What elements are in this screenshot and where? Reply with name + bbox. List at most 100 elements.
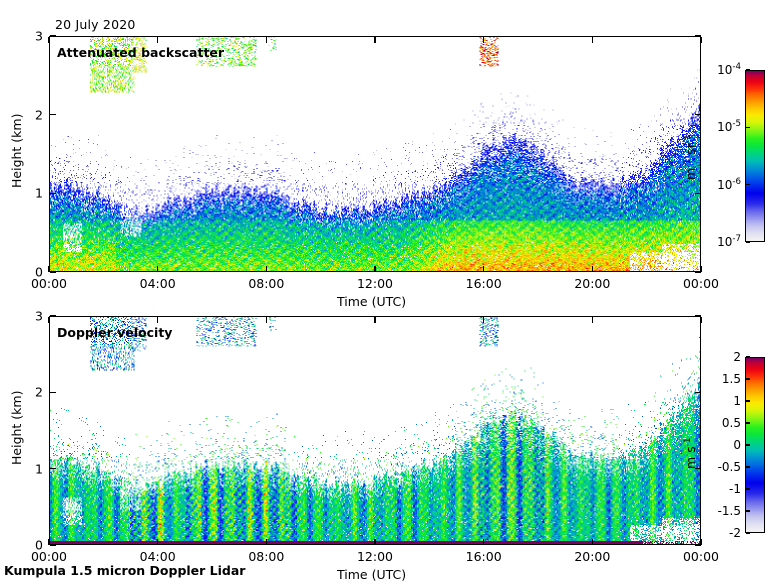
xticklabel-1-3: 12:00: [356, 549, 394, 564]
cbticklabel-1-0: 10-4: [717, 62, 741, 77]
xticklabel-0-5: 20:00: [574, 276, 611, 291]
xtick-top-0-6: [700, 36, 702, 43]
yticklabel-0-1: 1: [35, 185, 43, 201]
attenuated-backscatter-image: [50, 37, 700, 271]
xticklabel-1-6: 00:00: [682, 549, 720, 564]
ytick-right-1-3: [694, 315, 701, 317]
xtick-top-0-0: [48, 36, 50, 43]
backscatter-colorbar-label: m-1 sr-1: [682, 134, 698, 180]
doppler-velocity-ylabel: Height (km): [9, 390, 24, 465]
xticklabel-1-2: 08:00: [248, 549, 285, 564]
xticklabel-1-1: 04:00: [139, 549, 176, 564]
xtick-0-4: [483, 265, 485, 272]
cbticklabel-2-6: -1: [729, 482, 741, 496]
xtick-0-2: [265, 265, 267, 272]
ytick-right-1-0: [694, 544, 701, 546]
xticklabel-0-6: 00:00: [682, 276, 720, 291]
velocity-colorbar: [745, 357, 765, 533]
ytick-0-1: [49, 192, 56, 194]
xticklabel-1-4: 16:00: [465, 549, 502, 564]
cbticklabel-2-4: 0: [733, 438, 741, 452]
ytick-0-0: [49, 271, 56, 273]
xtick-top-1-6: [700, 316, 702, 323]
yticklabel-1-0: 0: [35, 537, 43, 553]
xticklabel-0-4: 16:00: [465, 276, 502, 291]
xtick-1-6: [700, 538, 702, 545]
yticklabel-0-2: 2: [35, 107, 43, 123]
cbtick-2-5: [746, 466, 751, 468]
xtick-top-0-2: [265, 36, 267, 43]
cbticklabel-2-1: 1.5: [721, 372, 741, 386]
yticklabel-0-3: 3: [35, 28, 43, 44]
xtick-1-4: [483, 538, 485, 545]
xtick-0-3: [374, 265, 376, 272]
cbticklabel-2-0: 2: [733, 350, 741, 364]
ytick-right-1-1: [694, 468, 701, 470]
cbtick-2-0: [746, 356, 751, 358]
xticklabel-1-0: 00:00: [30, 549, 68, 564]
xtick-top-0-5: [591, 36, 593, 43]
doppler-velocity-image: [50, 317, 700, 544]
cbtick-1-1: [746, 126, 751, 128]
xtick-0-1: [157, 265, 159, 272]
xtick-top-1-0: [48, 316, 50, 323]
ytick-1-3: [49, 315, 56, 317]
xtick-top-0-4: [483, 36, 485, 43]
xticklabel-0-3: 12:00: [356, 276, 394, 291]
xticklabel-0-1: 04:00: [139, 276, 176, 291]
figure-date-title: 20 July 2020: [55, 17, 136, 32]
xtick-top-1-1: [157, 316, 159, 323]
xtick-top-1-4: [483, 316, 485, 323]
ytick-right-0-2: [694, 114, 701, 116]
xticklabel-0-0: 00:00: [30, 276, 68, 291]
ytick-0-3: [49, 35, 56, 37]
xtick-1-1: [157, 538, 159, 545]
ytick-right-1-2: [694, 391, 701, 393]
attenuated-backscatter-label: Attenuated backscatter: [57, 45, 225, 60]
yticklabel-1-2: 2: [35, 384, 43, 400]
velocity-colorbar-label: m s-1: [682, 437, 698, 469]
xtick-0-5: [591, 265, 593, 272]
xticklabel-1-5: 20:00: [574, 549, 611, 564]
ytick-1-2: [49, 391, 56, 393]
attenuated-backscatter-xlabel: Time (UTC): [337, 294, 407, 309]
cbticklabel-1-3: 10-7: [717, 234, 741, 249]
xtick-1-3: [374, 538, 376, 545]
cbtick-1-0: [746, 69, 751, 71]
cbtick-2-3: [746, 422, 751, 424]
cbtick-2-4: [746, 444, 751, 446]
cbtick-2-6: [746, 488, 751, 490]
xticklabel-0-2: 08:00: [248, 276, 285, 291]
cbticklabel-2-3: 0.5: [721, 416, 741, 430]
cbtick-1-3: [746, 241, 751, 243]
ytick-right-0-3: [694, 35, 701, 37]
cbticklabel-1-1: 10-5: [717, 119, 741, 135]
doppler-velocity-label: Doppler velocity: [57, 325, 173, 340]
cbticklabel-1-2: 10-6: [717, 176, 741, 192]
cbtick-1-2: [746, 184, 751, 186]
doppler-velocity-xlabel: Time (UTC): [337, 567, 407, 582]
cbticklabel-2-5: -0.5: [717, 460, 741, 474]
cbtick-2-2: [746, 400, 751, 402]
figure-footer-caption: Kumpula 1.5 micron Doppler Lidar: [4, 563, 246, 578]
yticklabel-0-0: 0: [35, 264, 43, 280]
ytick-1-1: [49, 468, 56, 470]
xtick-top-1-5: [591, 316, 593, 323]
doppler-velocity-axes: [49, 316, 701, 545]
xtick-top-0-1: [157, 36, 159, 43]
cbtick-2-7: [746, 510, 751, 512]
ytick-right-0-0: [694, 271, 701, 273]
ytick-0-2: [49, 114, 56, 116]
cbtick-2-8: [746, 532, 751, 534]
xtick-1-5: [591, 538, 593, 545]
xtick-0-6: [700, 265, 702, 272]
ytick-right-0-1: [694, 192, 701, 194]
cbtick-2-1: [746, 378, 751, 380]
xtick-top-1-2: [265, 316, 267, 323]
xtick-1-2: [265, 538, 267, 545]
cbticklabel-2-7: -1.5: [717, 504, 741, 518]
yticklabel-1-3: 3: [35, 308, 43, 324]
xtick-1-0: [48, 538, 50, 545]
cbticklabel-2-8: -2: [729, 526, 741, 540]
